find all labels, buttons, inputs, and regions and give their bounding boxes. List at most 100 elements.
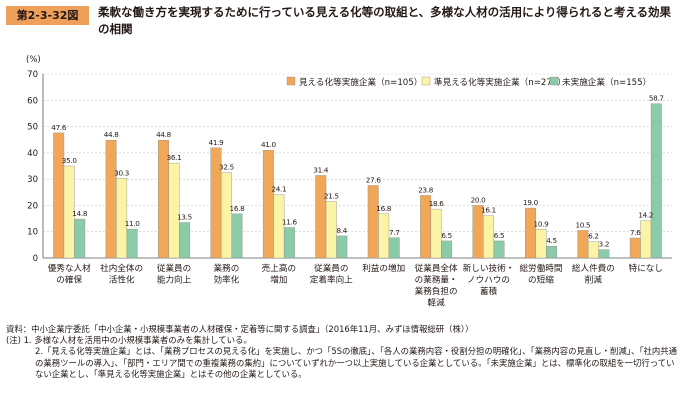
y-tick-label: 0 bbox=[33, 254, 38, 264]
data-label: 10.5 bbox=[575, 220, 590, 229]
y-tick-label: 10 bbox=[27, 228, 38, 238]
bar bbox=[483, 215, 494, 259]
source-note: 資料：中小企業庁委託「中小企業・小規模事業者の人材確保・定着等に関する調査」（2… bbox=[6, 324, 474, 334]
bar bbox=[367, 185, 379, 259]
category-label: 総人件費の bbox=[572, 262, 615, 274]
bar bbox=[629, 237, 641, 259]
category-label: 業務負担の bbox=[415, 285, 458, 297]
bar bbox=[262, 150, 274, 259]
data-label: 16.1 bbox=[481, 206, 496, 215]
legend-swatch bbox=[421, 76, 431, 86]
data-label: 31.4 bbox=[313, 165, 329, 174]
bar bbox=[430, 208, 442, 259]
data-label: 32.5 bbox=[219, 163, 234, 172]
data-label: 36.1 bbox=[167, 153, 182, 162]
y-tick-label: 50 bbox=[27, 123, 38, 133]
bar bbox=[273, 194, 285, 259]
y-tick-label: 20 bbox=[27, 201, 38, 211]
bar bbox=[105, 140, 117, 259]
data-label: 16.8 bbox=[376, 204, 392, 213]
bar bbox=[325, 201, 337, 259]
category-label: 活性化 bbox=[109, 274, 135, 286]
bar bbox=[525, 207, 536, 259]
bar bbox=[283, 227, 295, 259]
bar bbox=[63, 165, 75, 259]
category-label: 社内全体の bbox=[100, 262, 143, 274]
bar bbox=[315, 175, 327, 259]
category-label: 利益の増加 bbox=[362, 262, 405, 274]
category-label: の業務量・ bbox=[415, 274, 458, 286]
data-label: 6.2 bbox=[588, 232, 599, 241]
category-label: 蓄積 bbox=[480, 285, 498, 297]
category-label: 特になし bbox=[629, 262, 663, 274]
bar bbox=[74, 218, 86, 259]
data-label: 24.1 bbox=[271, 185, 286, 194]
bar bbox=[598, 249, 610, 259]
legend-label: 未実施企業（n=155） bbox=[562, 76, 651, 88]
bar-chart: 0 10 20 30 40 50 60 70 47.6 35.0 14.8 44.8 30.3 11.0… bbox=[26, 55, 672, 309]
bar bbox=[640, 220, 652, 259]
category-label: 削減 bbox=[585, 274, 603, 286]
category-label: の短縮 bbox=[528, 274, 554, 286]
category-label: 売上高の bbox=[262, 262, 296, 274]
category-label: 優秀な人材 bbox=[48, 262, 91, 274]
data-label: 7.7 bbox=[389, 228, 400, 237]
bar bbox=[587, 241, 599, 259]
bar bbox=[126, 228, 138, 259]
data-label: 11.0 bbox=[125, 219, 141, 228]
y-tick-label: 60 bbox=[27, 96, 38, 106]
data-label: 4.5 bbox=[546, 236, 557, 245]
axes: 0 10 20 30 40 50 60 70 bbox=[27, 70, 672, 264]
note-1: (注) 1. 多様な人材を活用中の小規模事業者のみを集計している。 bbox=[6, 335, 252, 346]
bar bbox=[577, 230, 589, 259]
legend-label: 見える化等実施企業（n=105） bbox=[299, 76, 422, 88]
data-label: 30.3 bbox=[114, 168, 129, 177]
y-tick-label: 40 bbox=[27, 149, 38, 159]
data-label: 58.7 bbox=[649, 94, 664, 103]
category-label: 従業員全体 bbox=[415, 262, 458, 274]
gridlines bbox=[43, 73, 672, 233]
legend-label: 準見える化等実施企業（n=274） bbox=[434, 76, 566, 88]
bar bbox=[116, 178, 128, 259]
category-label: 従業員の bbox=[314, 262, 348, 274]
data-label: 41.0 bbox=[261, 140, 277, 149]
category-label: 業務の bbox=[214, 262, 240, 274]
data-label: 41.9 bbox=[209, 138, 225, 147]
bar bbox=[378, 213, 390, 259]
bar bbox=[650, 103, 662, 259]
category-label: 能力向上 bbox=[157, 274, 192, 286]
bar bbox=[221, 172, 232, 259]
data-label: 6.5 bbox=[441, 231, 452, 240]
data-label: 10.9 bbox=[534, 219, 550, 228]
category-label: の確保 bbox=[56, 274, 82, 286]
data-label: 20.0 bbox=[471, 195, 487, 204]
legend-swatch bbox=[549, 76, 559, 86]
category-label: 総労働時間 bbox=[519, 262, 562, 274]
data-label: 21.5 bbox=[324, 191, 339, 200]
data-label: 44.8 bbox=[104, 130, 120, 139]
data-label: 14.2 bbox=[638, 211, 653, 220]
category-label: 軽減 bbox=[428, 297, 446, 309]
category-label: 従業員の bbox=[157, 262, 191, 274]
data-label: 47.6 bbox=[51, 123, 67, 132]
data-labels: 47.6 35.0 14.8 44.8 30.3 11.0 44.8 36.1 13.5 41.9… bbox=[51, 94, 664, 249]
bar bbox=[336, 235, 348, 259]
notes: 資料：中小企業庁委託「中小企業・小規模事業者の人材確保・定着等に関する調査」（2… bbox=[6, 324, 680, 380]
y-tick-label: 70 bbox=[27, 70, 38, 80]
data-label: 19.0 bbox=[523, 198, 539, 207]
category-label: 増加 bbox=[270, 274, 287, 286]
bar bbox=[168, 162, 180, 259]
bars bbox=[53, 103, 662, 259]
data-label: 27.6 bbox=[366, 175, 382, 184]
figure-title: 柔軟な働き方を実現するために行っている見える化等の取組と、多様な人材の活用により… bbox=[98, 5, 672, 36]
bar bbox=[388, 237, 400, 259]
legend-swatch bbox=[286, 76, 296, 86]
data-label: 44.8 bbox=[156, 130, 172, 139]
y-axis-unit: (%) bbox=[26, 55, 41, 65]
category-label: 定着率向上 bbox=[310, 274, 353, 286]
data-label: 35.0 bbox=[62, 156, 78, 165]
bar bbox=[231, 213, 243, 259]
bar bbox=[53, 132, 65, 259]
bar bbox=[546, 245, 557, 259]
